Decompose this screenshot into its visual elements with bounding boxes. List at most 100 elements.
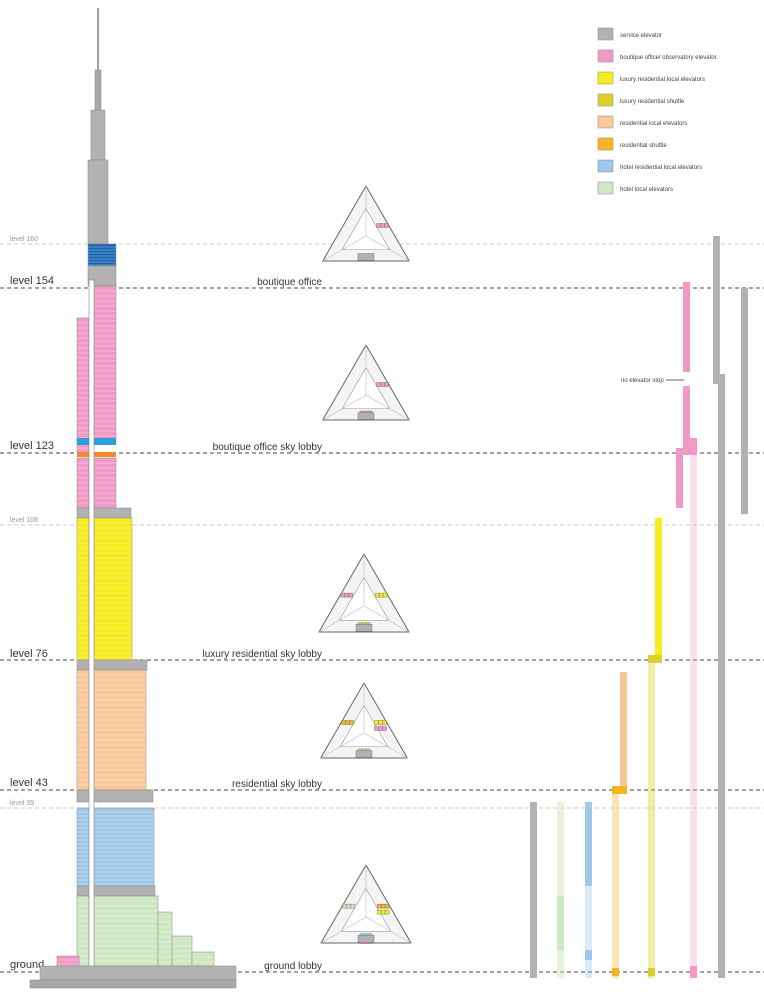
plan-boutique-sky-lobby xyxy=(322,344,410,421)
plan-ground-lobby-elevator-car xyxy=(350,903,356,909)
lobby-label-76: luxury residential sky lobby xyxy=(203,649,323,660)
tower-mech-hotel xyxy=(76,885,156,897)
legend-label-office: boutique office/ observatory elevator xyxy=(620,55,717,61)
shaft-hotel-local-stop xyxy=(557,896,564,950)
no-elevator-stop-label: no elevator stop xyxy=(621,378,664,384)
shaft-office-shuttle xyxy=(690,453,697,978)
plan-boutique-sky-lobby-elevator-car xyxy=(380,382,385,387)
plan-boutique-office-wing-line xyxy=(322,235,367,262)
plan-ground-lobby-service-core xyxy=(357,935,375,943)
shaft-office-upper xyxy=(683,282,690,372)
shaft-hotel-res-stop xyxy=(585,950,592,960)
plan-boutique-sky-lobby-elevator-car xyxy=(384,382,389,387)
plan-residential-sky-lobby-service-core xyxy=(355,750,373,758)
shaft-res-shuttle xyxy=(612,790,619,978)
tower-top-mech xyxy=(90,109,106,161)
shaft-lux-local xyxy=(655,518,662,660)
lobby-label-154: boutique office xyxy=(257,277,322,288)
tower-left-res-zone xyxy=(76,669,90,791)
level-label-123: level 123 xyxy=(10,440,54,452)
plan-ground-lobby-elevator-car xyxy=(384,903,390,909)
lobby-label-123: boutique office sky lobby xyxy=(213,442,322,453)
shaft-lux-shuttle-stop xyxy=(648,968,655,976)
plan-boutique-office-service-core xyxy=(357,253,375,261)
tower-central-shaft xyxy=(88,279,95,967)
plan-ground-lobby-elevator-car xyxy=(384,909,390,915)
shaft-hotel-local xyxy=(557,802,564,978)
plan-luxury-sky-lobby-elevator-car xyxy=(340,592,346,598)
plan-residential-sky-lobby-elevator-car xyxy=(374,726,379,731)
shaft-res-transfer xyxy=(612,786,627,794)
plan-boutique-office-elevator-car xyxy=(380,223,385,228)
tower-mech-43 xyxy=(76,789,154,803)
elevator-shafts xyxy=(530,236,748,978)
plan-boutique-office xyxy=(322,185,410,262)
legend-swatch-res_shuttle xyxy=(597,137,614,151)
level-label-39: level 39 xyxy=(10,800,34,807)
lobby-labels: boutique office boutique office sky lobb… xyxy=(203,277,323,972)
plan-residential-sky-lobby-elevator-car xyxy=(341,720,346,725)
spire-lower xyxy=(94,69,102,111)
plan-ground-lobby xyxy=(320,864,412,944)
tower-right-lux-zone-fill xyxy=(93,517,133,661)
plan-boutique-office-elevator-car xyxy=(376,223,381,228)
tower-left-lux-zone xyxy=(76,517,90,661)
tower-step-3-fill xyxy=(191,951,215,967)
tower-left-office-lower xyxy=(76,457,90,509)
plan-boutique-sky-lobby-elevator-car xyxy=(376,382,381,387)
tower-right-hotel-zone xyxy=(93,895,159,967)
tower-right-office-lower xyxy=(93,457,117,509)
tower-section xyxy=(29,8,237,989)
tower-left-hotel-res-zone-fill xyxy=(76,807,90,887)
shaft-res-local xyxy=(620,672,627,790)
level-label-108: level 108 xyxy=(10,517,38,524)
level-labels: level 160 level 154 level 123 level 108 … xyxy=(10,236,54,971)
tower-left-lux-zone-fill xyxy=(76,517,90,661)
tower-mech-108 xyxy=(76,507,132,519)
plan-ground-lobby-wing-line xyxy=(320,916,367,944)
plan-ground-lobby-elevator-car xyxy=(376,909,382,915)
plan-ground-lobby-elevator-car xyxy=(380,909,386,915)
legend: service elevator boutique office/ observa… xyxy=(597,27,717,195)
plan-residential-sky-lobby-elevator-car xyxy=(378,726,383,731)
tower-podium-base xyxy=(39,965,237,981)
tower-top-blue-floors-fill xyxy=(87,243,117,267)
legend-label-lux_shuttle: luxury residential shuttle xyxy=(620,99,685,105)
plan-boutique-sky-lobby-service-core xyxy=(357,412,375,420)
legend-label-hotel_res: hotel residential local elevators xyxy=(620,165,702,171)
tower-right-office-zone-fill xyxy=(93,285,117,439)
shaft-hotel-res xyxy=(585,802,592,978)
plan-boutique-office-wing-line xyxy=(365,235,410,262)
shaft-lux-transfer xyxy=(648,655,662,663)
plan-boutique-sky-lobby-wing-line xyxy=(322,394,367,421)
floor-plans xyxy=(318,185,412,944)
plan-ground-lobby-elevator-car xyxy=(346,903,352,909)
plan-residential-sky-lobby-wing-line xyxy=(363,732,408,759)
lobby-label-43: residential sky lobby xyxy=(232,779,322,790)
level-label-160: level 160 xyxy=(10,236,38,243)
plan-ground-lobby-elevator-car xyxy=(342,903,348,909)
legend-swatch-office xyxy=(597,49,614,63)
tower-right-hotel-res-zone xyxy=(93,807,155,887)
plan-luxury-sky-lobby-elevator-car xyxy=(378,592,384,598)
tower-right-orange-band xyxy=(94,452,116,457)
plan-residential-sky-lobby-elevator-car xyxy=(378,720,383,725)
legend-label-res_local: residential local elevators xyxy=(620,121,687,127)
shaft-hotel-res-zone xyxy=(585,802,592,886)
legend-swatch-hotel_local xyxy=(597,181,614,195)
tower-left-blue-band xyxy=(77,438,89,445)
tower-right-hotel-res-zone-fill xyxy=(93,807,155,887)
plan-luxury-sky-lobby-wing-line xyxy=(318,605,365,633)
no-elevator-stop-note: no elevator stop xyxy=(621,378,684,384)
legend-swatch-hotel_res xyxy=(597,159,614,173)
plan-residential-sky-lobby-elevator-car xyxy=(349,720,354,725)
spire xyxy=(97,8,99,78)
tower-right-res-zone xyxy=(93,669,147,791)
plan-ground-lobby-wing-line xyxy=(365,916,412,944)
shaft-office-transfer xyxy=(683,438,697,455)
tower-step-1 xyxy=(157,911,173,967)
plan-residential-sky-lobby xyxy=(320,682,408,759)
tower-left-hotel-res-zone xyxy=(76,807,90,887)
tower-left-orange-band xyxy=(77,452,89,457)
level-label-154: level 154 xyxy=(10,275,54,287)
